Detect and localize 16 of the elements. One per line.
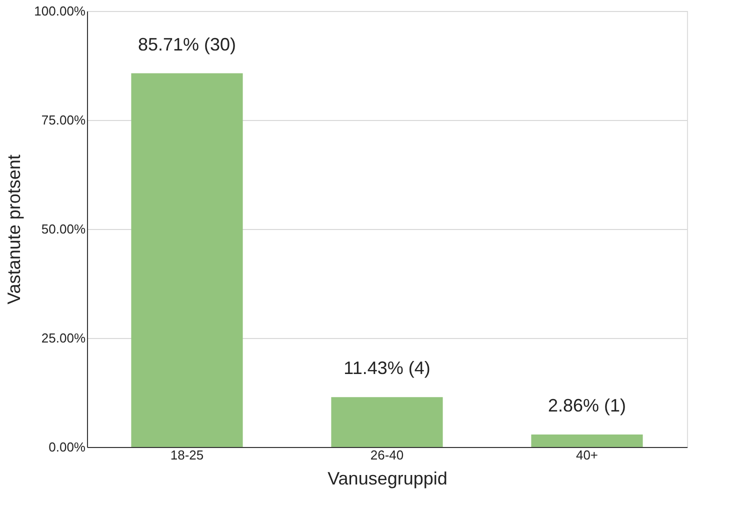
y-tick-label: 100.00% [34, 4, 86, 18]
x-tick-label: 18-25 [170, 448, 204, 462]
data-label: 11.43% (4) [344, 358, 430, 378]
x-tick-label: 40+ [576, 448, 598, 462]
x-axis-title: Vanusegruppid [328, 468, 448, 488]
bar [131, 73, 243, 447]
y-tick-label: 0.00% [48, 440, 86, 454]
bar [331, 397, 443, 447]
y-axis-title: Vastanute protsent [4, 154, 24, 304]
y-tick-label: 50.00% [41, 222, 86, 236]
y-tick-label: 25.00% [41, 330, 86, 346]
data-label: 85.71% (30) [138, 34, 236, 54]
bar [531, 434, 643, 447]
data-label: 2.86% (1) [548, 396, 626, 416]
y-tick-label: 75.00% [41, 112, 86, 128]
x-tick-label: 26-40 [370, 448, 404, 462]
